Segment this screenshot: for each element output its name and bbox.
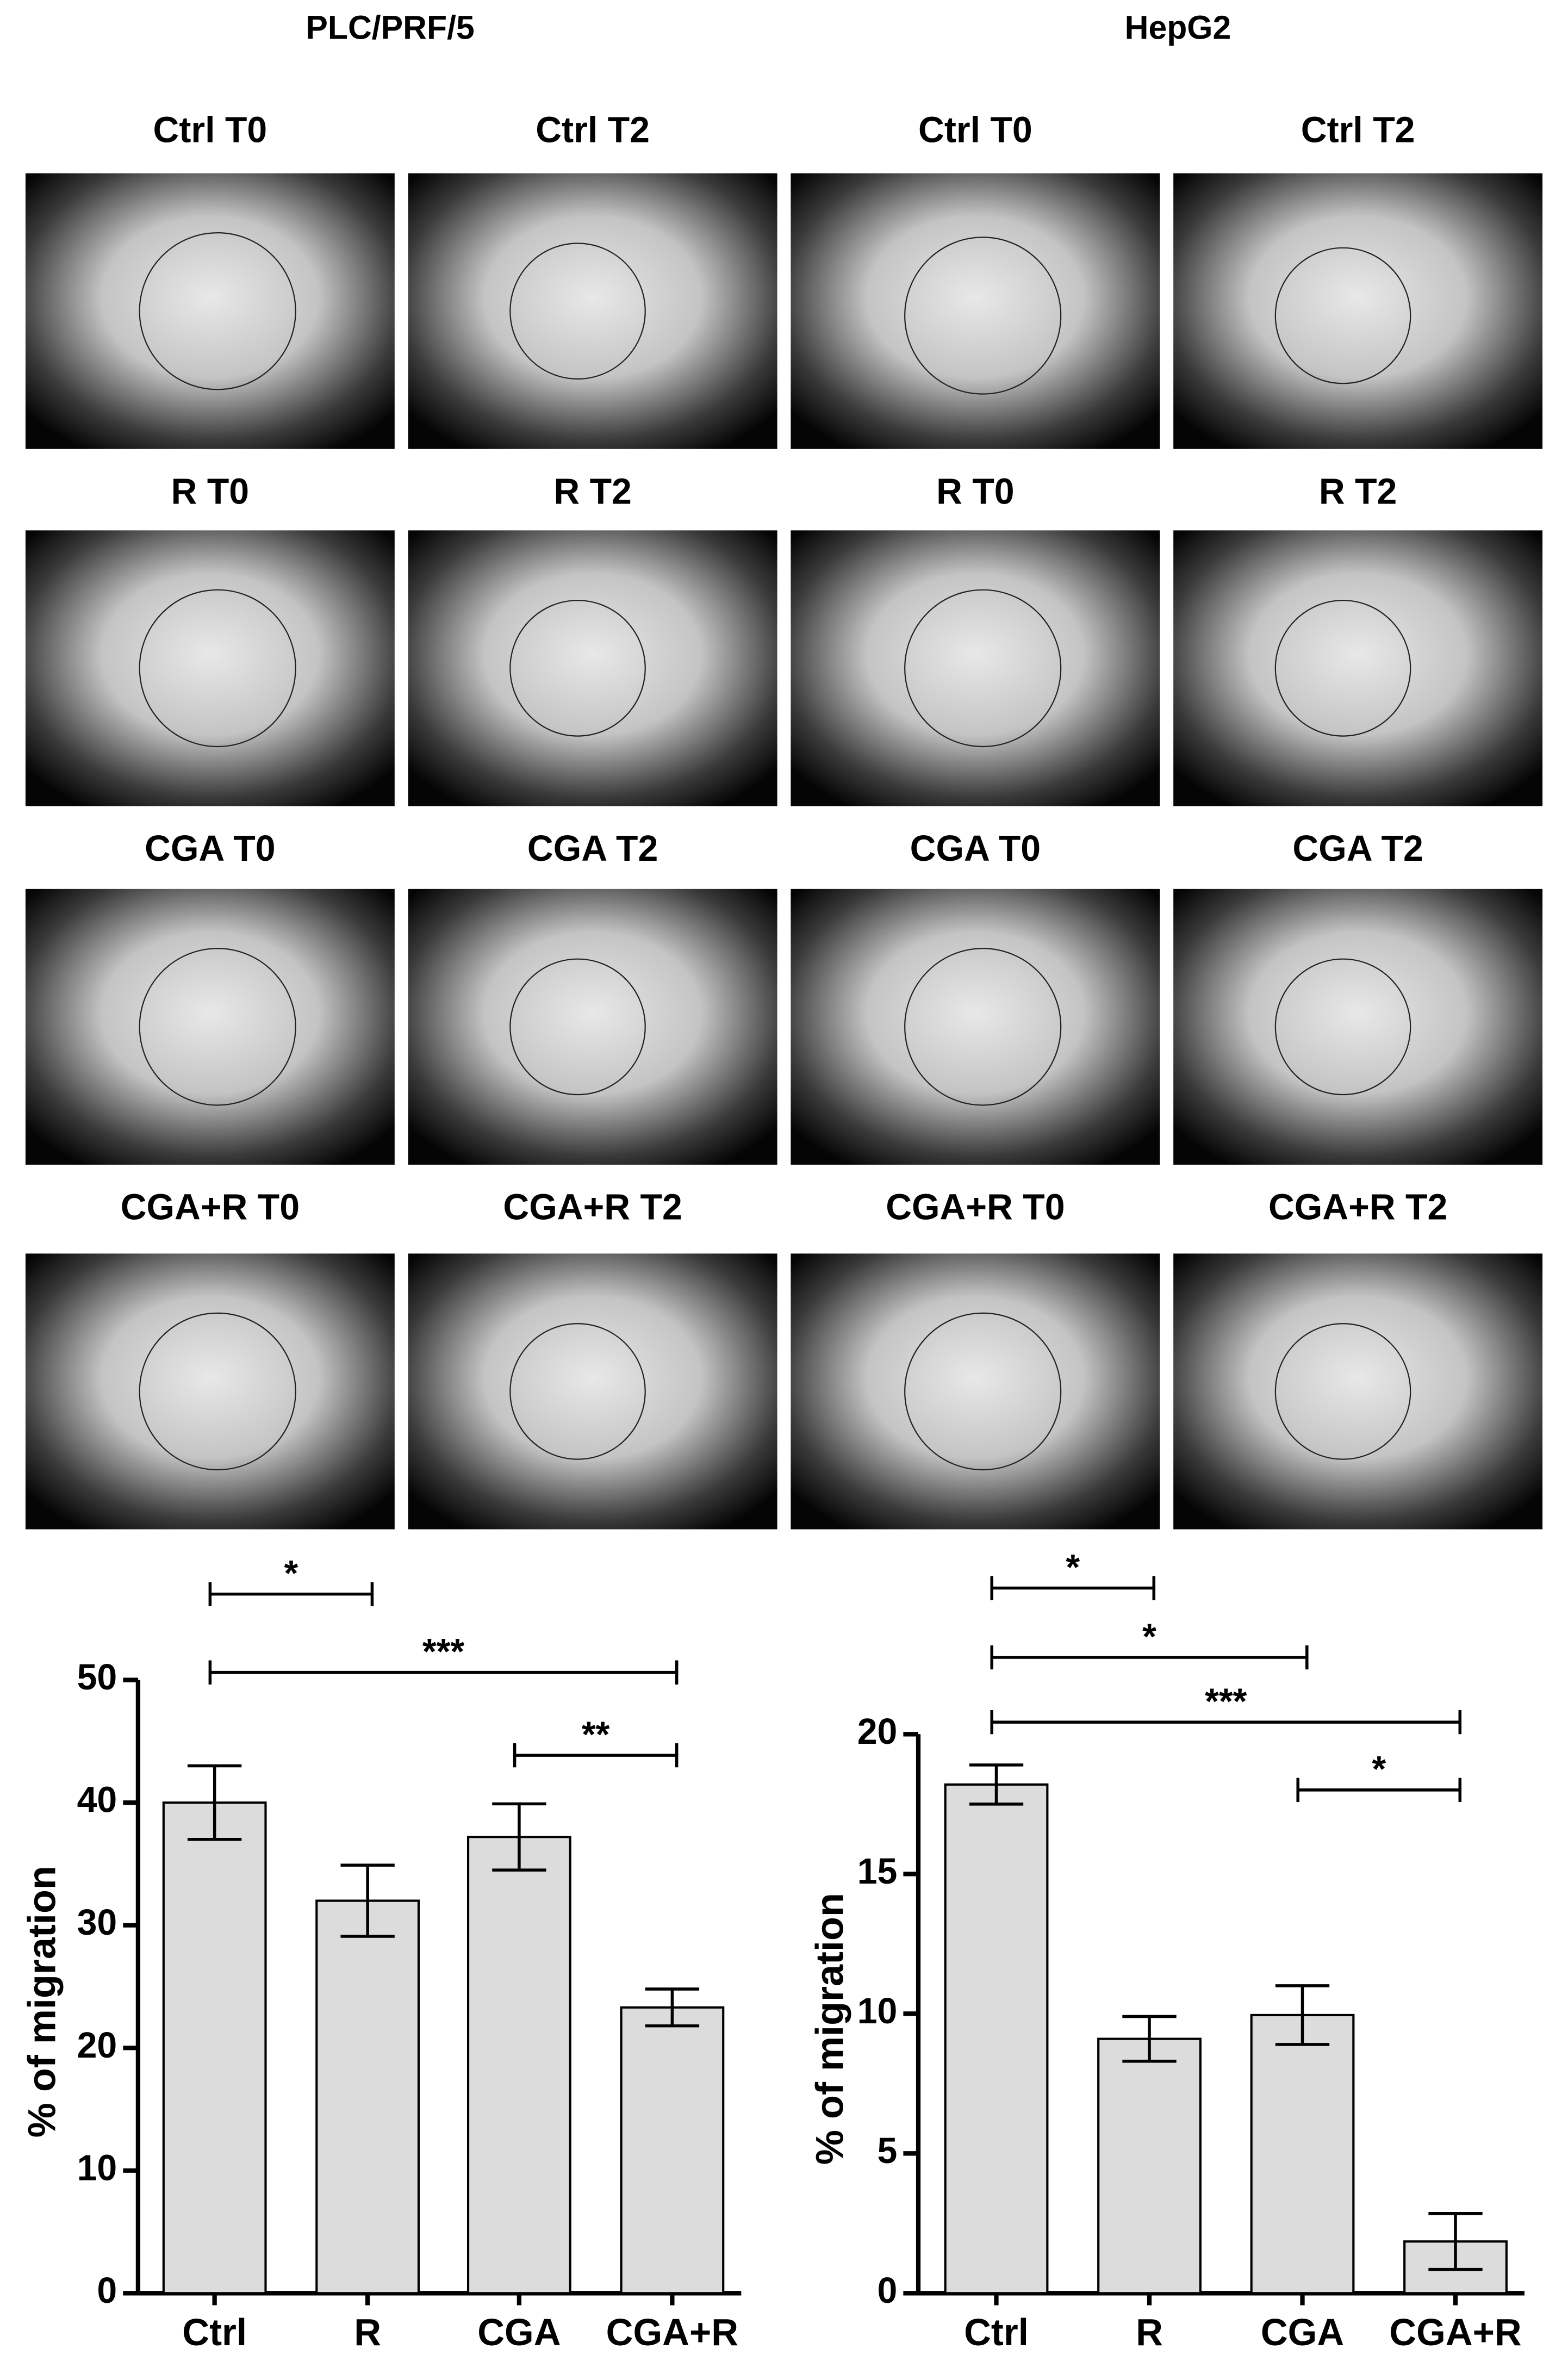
micrograph xyxy=(791,1253,1160,1530)
bar xyxy=(944,1783,1049,2295)
micrograph xyxy=(1173,1253,1543,1530)
scratch-area xyxy=(509,243,646,380)
y-axis-label: % of migration xyxy=(808,1893,852,2165)
x-tick-label: CGA+R xyxy=(1389,2311,1521,2353)
significance-bracket xyxy=(990,1576,1156,1600)
micrograph xyxy=(408,1253,777,1530)
bar xyxy=(620,2006,725,2295)
scratch-area xyxy=(1274,247,1411,384)
scratch-area xyxy=(904,1312,1062,1471)
scratch-area xyxy=(139,589,296,748)
x-tick-label: CGA xyxy=(477,2311,561,2353)
x-tick-label: R xyxy=(1136,2311,1163,2353)
panel-label: CGA T0 xyxy=(910,829,1041,869)
y-tick-label: 30 xyxy=(77,1903,117,1943)
micrograph xyxy=(408,889,777,1165)
scratch-area xyxy=(139,1312,296,1471)
panel-label: R T0 xyxy=(936,471,1015,512)
scratch-area xyxy=(509,958,646,1096)
significance-label: *** xyxy=(1205,1681,1247,1722)
significance-label: * xyxy=(1066,1548,1080,1588)
scratch-area xyxy=(139,232,296,390)
x-tick-label: CGA xyxy=(1261,2311,1344,2353)
y-tick-label: 0 xyxy=(97,2271,117,2311)
x-tick-label: Ctrl xyxy=(964,2311,1029,2353)
scratch-area xyxy=(1274,958,1411,1096)
bar xyxy=(315,1899,420,2295)
y-tick-label: 50 xyxy=(77,1657,117,1698)
panel-label: CGA T2 xyxy=(1292,829,1423,869)
x-tick-label: R xyxy=(354,2311,381,2353)
micrograph xyxy=(25,889,395,1165)
y-tick-label: 0 xyxy=(878,2271,898,2311)
significance-label: * xyxy=(284,1554,298,1594)
significance-bracket xyxy=(1296,1778,1462,1802)
micrograph xyxy=(408,530,777,806)
micrograph xyxy=(408,173,777,449)
scratch-area xyxy=(1274,1323,1411,1460)
y-tick-label: 5 xyxy=(878,2131,898,2171)
micrograph xyxy=(1173,173,1543,449)
significance-bracket xyxy=(208,1660,679,1685)
y-tick-label: 15 xyxy=(857,1851,898,1892)
significance-bracket xyxy=(513,1743,679,1768)
panel-label: CGA T0 xyxy=(145,829,275,869)
bar xyxy=(466,1836,571,2295)
bar xyxy=(162,1801,267,2295)
y-tick-label: 20 xyxy=(857,1712,898,1752)
panel-label: CGA+R T2 xyxy=(1268,1187,1447,1227)
panel-label: CGA T2 xyxy=(527,829,658,869)
significance-bracket xyxy=(990,1710,1462,1735)
significance-label: ** xyxy=(582,1714,610,1755)
y-axis-label: % of migration xyxy=(21,1866,64,2138)
x-tick-label: Ctrl xyxy=(182,2311,247,2353)
scratch-area xyxy=(904,589,1062,748)
panel-label: CGA+R T0 xyxy=(121,1187,300,1227)
micrograph xyxy=(1173,530,1543,806)
micrograph xyxy=(791,530,1160,806)
panel-label: R T0 xyxy=(171,471,250,512)
significance-label: * xyxy=(1142,1617,1156,1657)
significance-label: *** xyxy=(422,1632,464,1672)
significance-bracket xyxy=(990,1645,1309,1670)
scratch-area xyxy=(904,237,1062,395)
scratch-area xyxy=(509,600,646,737)
panel-label: Ctrl T0 xyxy=(153,110,267,150)
micrograph xyxy=(25,1253,395,1530)
scratch-area xyxy=(509,1323,646,1460)
panel-label: CGA+R T2 xyxy=(503,1187,682,1227)
y-tick-label: 10 xyxy=(77,2148,117,2188)
micrograph xyxy=(791,173,1160,449)
scratch-area xyxy=(904,948,1062,1106)
cell-line-header: PLC/PRF/5 xyxy=(306,9,474,46)
cell-line-header: HepG2 xyxy=(1125,9,1231,46)
significance-label: * xyxy=(1372,1749,1386,1790)
bar xyxy=(1250,2014,1355,2295)
micrograph xyxy=(791,889,1160,1165)
panel-label: Ctrl T2 xyxy=(1301,110,1415,150)
panel-label: Ctrl T0 xyxy=(918,110,1032,150)
panel-label: R T2 xyxy=(553,471,632,512)
bar xyxy=(1097,2037,1202,2295)
scratch-area xyxy=(139,948,296,1106)
scratch-area xyxy=(1274,600,1411,737)
micrograph xyxy=(1173,889,1543,1165)
y-tick-label: 20 xyxy=(77,2026,117,2066)
y-tick-label: 40 xyxy=(77,1780,117,1821)
panel-label: CGA+R T0 xyxy=(886,1187,1065,1227)
micrograph xyxy=(25,173,395,449)
y-tick-label: 10 xyxy=(857,1991,898,2031)
panel-label: Ctrl T2 xyxy=(536,110,650,150)
panel-label: R T2 xyxy=(1319,471,1397,512)
x-tick-label: CGA+R xyxy=(606,2311,738,2353)
significance-bracket xyxy=(208,1582,374,1606)
micrograph xyxy=(25,530,395,806)
